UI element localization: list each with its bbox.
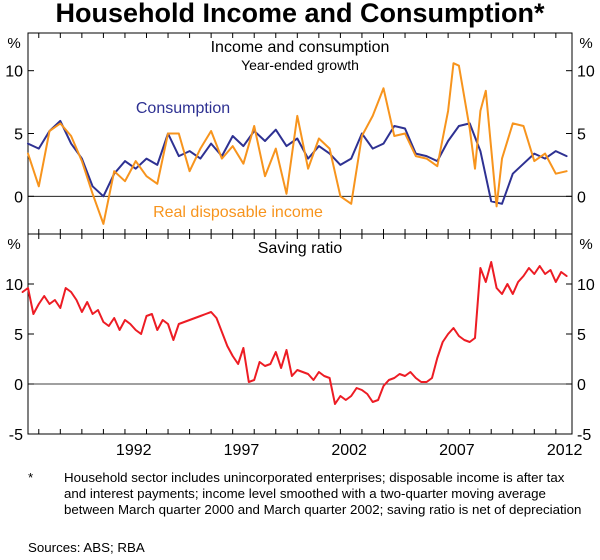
series-label-real-disposable-income: Real disposable income — [153, 204, 323, 221]
x-tick-label-2002: 2002 — [331, 442, 367, 459]
y-tick-label-right: 0 — [577, 377, 586, 394]
panel-1: 0 0 5 5 10 10% % Income and consumptionYear-end… — [5, 32, 595, 235]
series-line-saving-ratio — [21, 261, 568, 405]
y-unit-right: % — [579, 35, 592, 52]
y-tick-label-left: 5 — [14, 127, 23, 144]
y-tick-label-left: 10 — [5, 64, 23, 81]
footnote-mark: * — [28, 470, 34, 485]
sources-text: Sources: ABS; RBA — [28, 540, 145, 555]
panel-2: -5 -5 0 0 5 5 10 10% % 1992 1997 2002 2007 2012 Saving… — [5, 233, 595, 459]
panels: 0 0 5 5 10 10% % Income and consumptionYear-end… — [5, 32, 595, 459]
y-tick-label-right: 0 — [577, 189, 586, 206]
x-tick-label-1997: 1997 — [224, 442, 260, 459]
y-unit-left: % — [7, 35, 20, 52]
panel-1-subtitle: Year-ended growth — [241, 57, 359, 73]
x-tick-label-1992: 1992 — [116, 442, 152, 459]
y-tick-label-left: -5 — [9, 427, 23, 444]
y-tick-label-right: 5 — [577, 127, 586, 144]
panel-2-title: Saving ratio — [258, 240, 343, 257]
y-unit-right: % — [579, 236, 592, 253]
series-line-consumption — [27, 119, 568, 205]
y-tick-label-right: 10 — [577, 277, 595, 294]
y-unit-left: % — [7, 236, 20, 253]
y-tick-label-right: 10 — [577, 64, 595, 81]
series-line-real-disposable-income — [27, 62, 568, 225]
y-tick-label-right: 5 — [577, 327, 586, 344]
y-tick-label-left: 10 — [5, 277, 23, 294]
x-tick-label-2007: 2007 — [439, 442, 475, 459]
y-tick-label-left: 5 — [14, 327, 23, 344]
chart-title: Household Income and Consumption* — [55, 0, 545, 28]
y-tick-label-left: 0 — [14, 377, 23, 394]
x-tick-label-2012: 2012 — [547, 442, 583, 459]
series-label-consumption: Consumption — [136, 100, 230, 117]
panel-1-title: Income and consumption — [211, 39, 390, 56]
y-tick-label-left: 0 — [14, 189, 23, 206]
footnote-text: Household sector includes unincorporated… — [64, 470, 582, 517]
y-tick-label-right: -5 — [577, 427, 591, 444]
